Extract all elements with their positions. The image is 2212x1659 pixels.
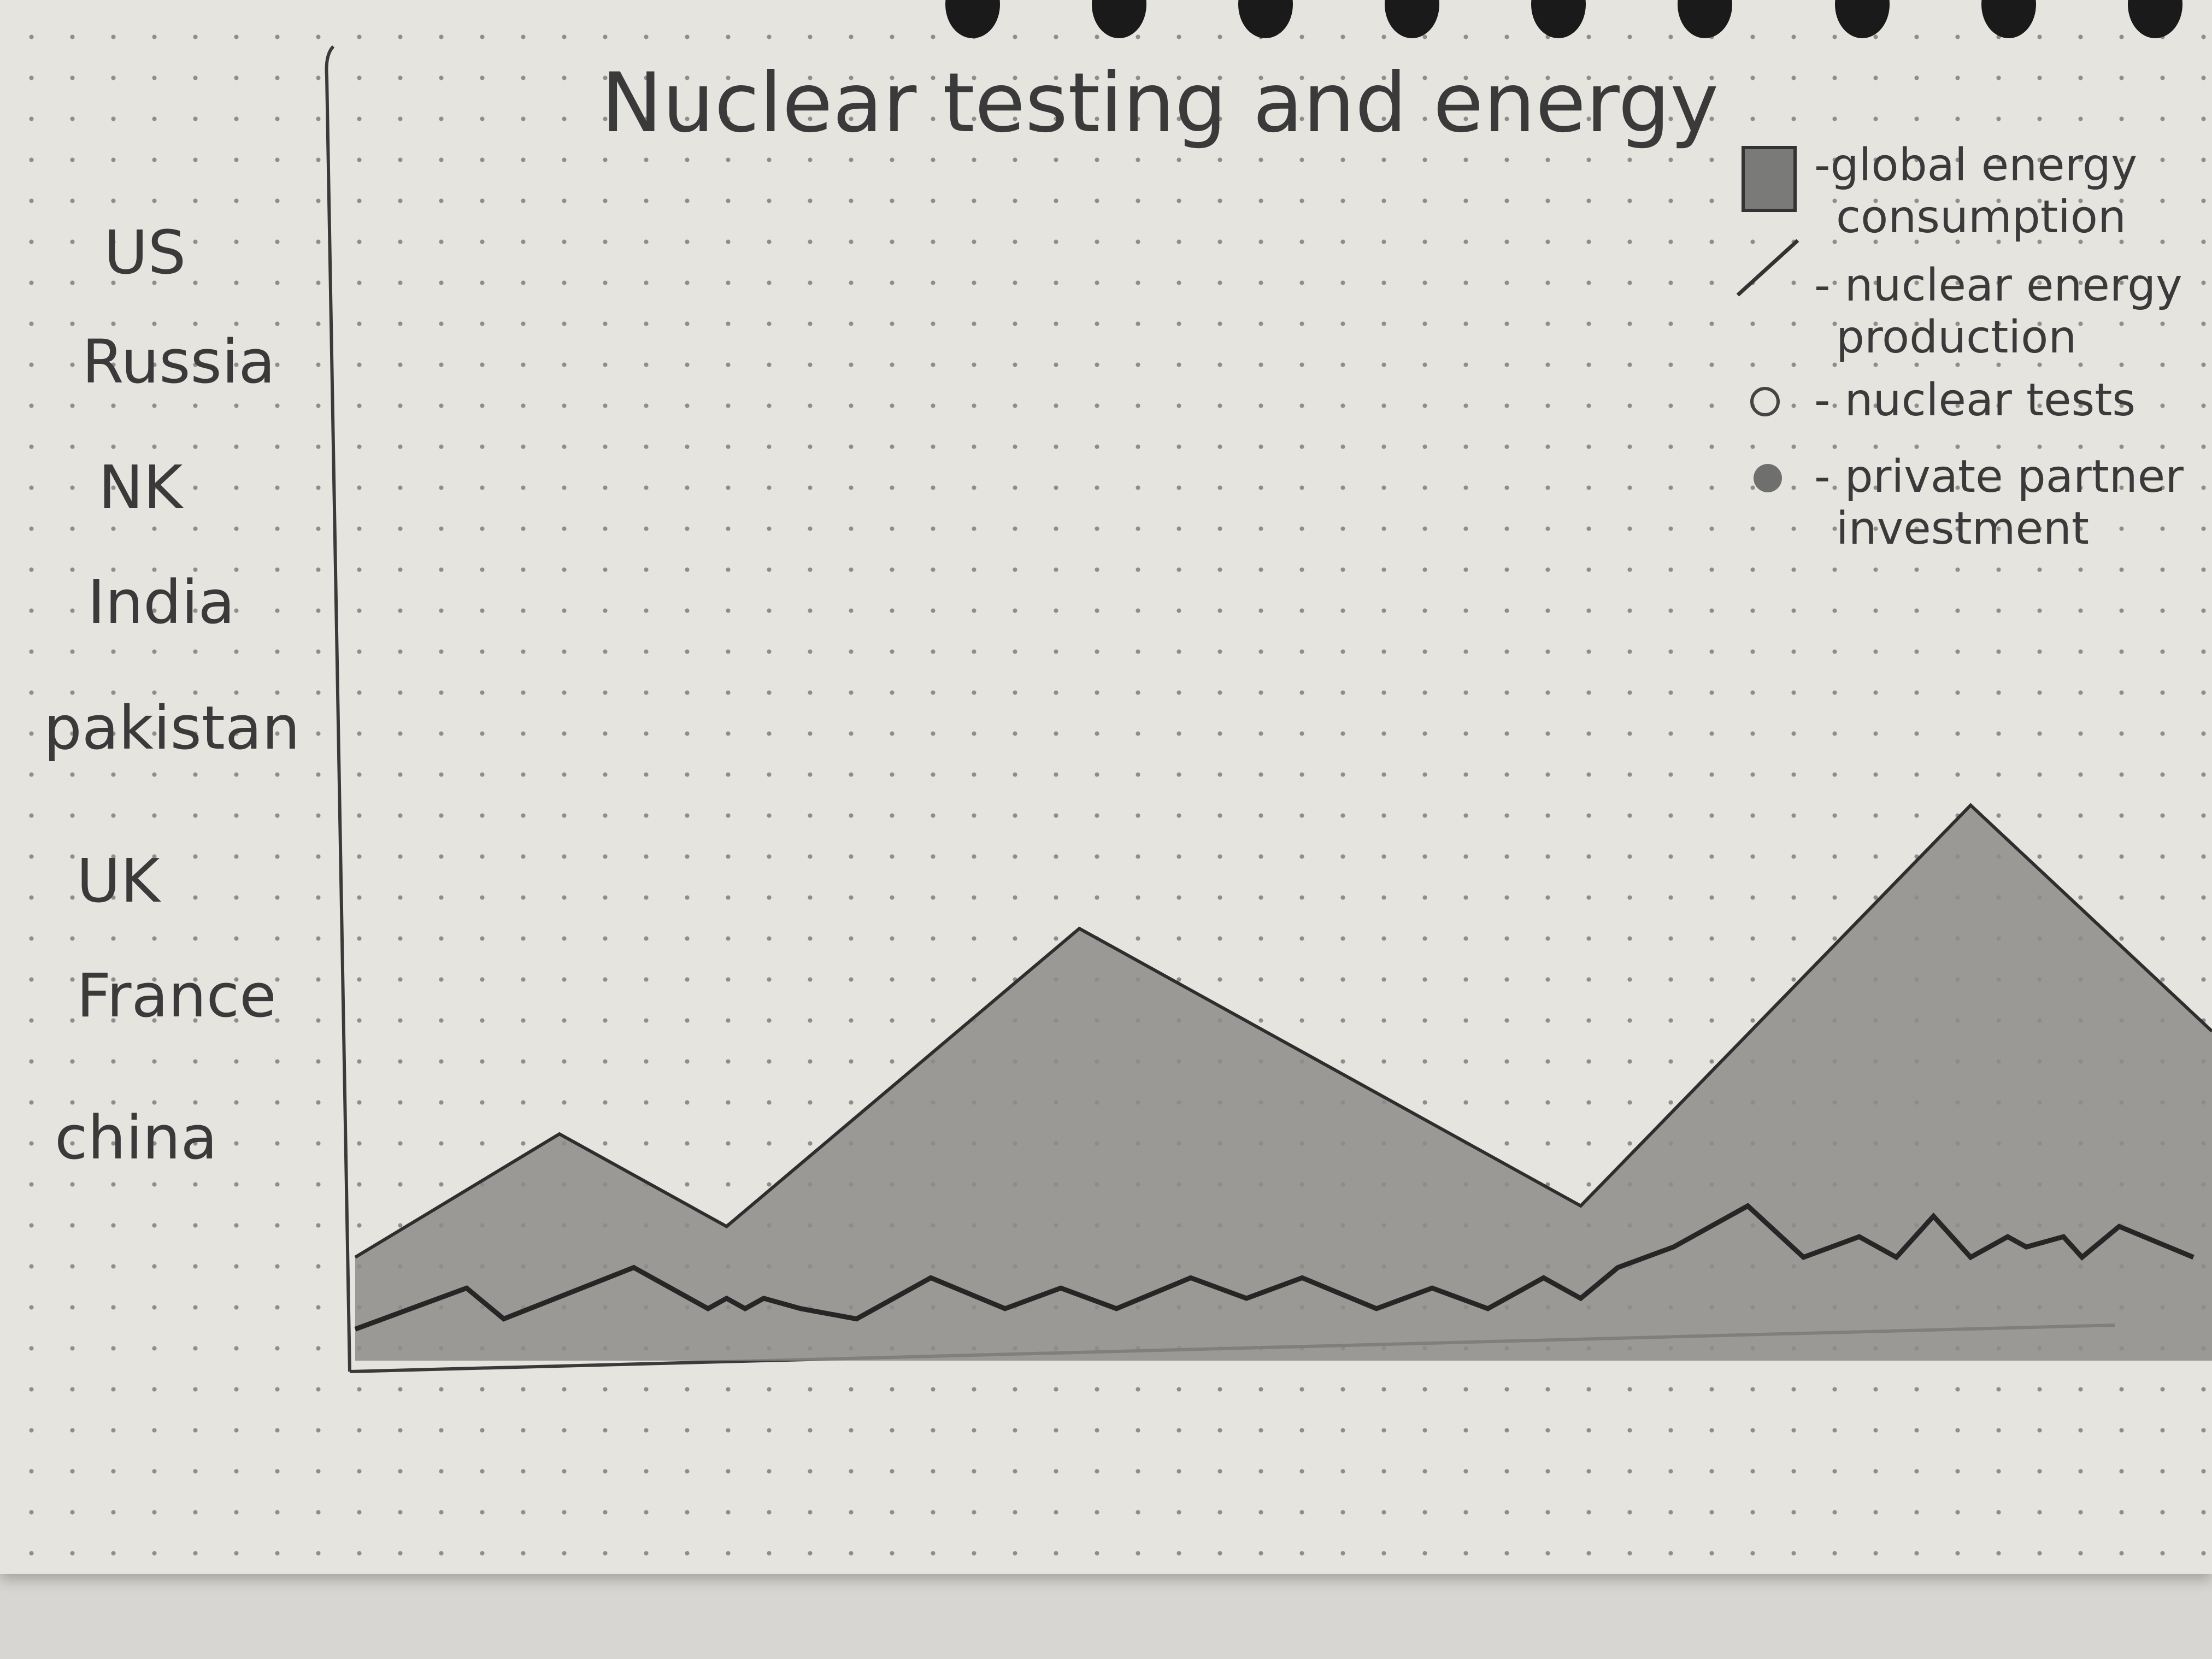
binding-hole — [1981, 0, 2036, 38]
binding-hole — [2128, 0, 2182, 38]
legend-swatch-line — [1736, 239, 1799, 297]
series-line-path — [354, 1203, 2195, 1332]
y-tick-label: India — [87, 567, 235, 637]
legend-label: - nuclear energy — [1814, 260, 2182, 311]
binding-hole — [1092, 0, 1146, 38]
legend-label: production — [1836, 311, 2076, 363]
legend-label: -global energy — [1814, 139, 2137, 191]
y-tick-label: pakistan — [44, 693, 300, 763]
legend-swatch-open-circle — [1750, 387, 1780, 416]
binding-hole — [1835, 0, 1890, 38]
y-axis-labels: US Russia NK India pakistan UK France china — [44, 217, 300, 1173]
y-tick-label: NK — [98, 452, 184, 522]
legend-label: - private partner — [1814, 451, 2184, 503]
binding-hole — [1678, 0, 1732, 38]
y-tick-label: France — [77, 961, 276, 1031]
y-tick-label: UK — [77, 846, 162, 916]
area-outline — [354, 803, 2212, 1259]
binding-hole — [1385, 0, 1439, 38]
legend-label: consumption — [1836, 191, 2126, 243]
y-tick-label: US — [104, 217, 186, 287]
y-tick-label: Russia — [82, 327, 275, 397]
binding-hole — [945, 0, 1000, 38]
y-axis — [325, 45, 351, 1372]
series-global-energy-consumption — [354, 803, 2212, 1361]
legend-swatch-square — [1742, 146, 1797, 212]
binding-hole — [1531, 0, 1586, 38]
legend-label: investment — [1836, 503, 2089, 555]
legend-swatch-filled-circle — [1754, 464, 1782, 492]
spiral-binding — [945, 0, 2182, 38]
area-fill — [355, 805, 2212, 1361]
y-tick-label: china — [55, 1103, 217, 1173]
legend-label: - nuclear tests — [1814, 374, 2135, 426]
chart-title: Nuclear testing and energy — [601, 56, 1719, 151]
series-nuclear-energy-production — [354, 1203, 2195, 1332]
binding-hole — [1238, 0, 1293, 38]
